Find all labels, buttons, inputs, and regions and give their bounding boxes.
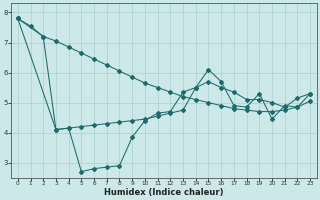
X-axis label: Humidex (Indice chaleur): Humidex (Indice chaleur) <box>104 188 224 197</box>
